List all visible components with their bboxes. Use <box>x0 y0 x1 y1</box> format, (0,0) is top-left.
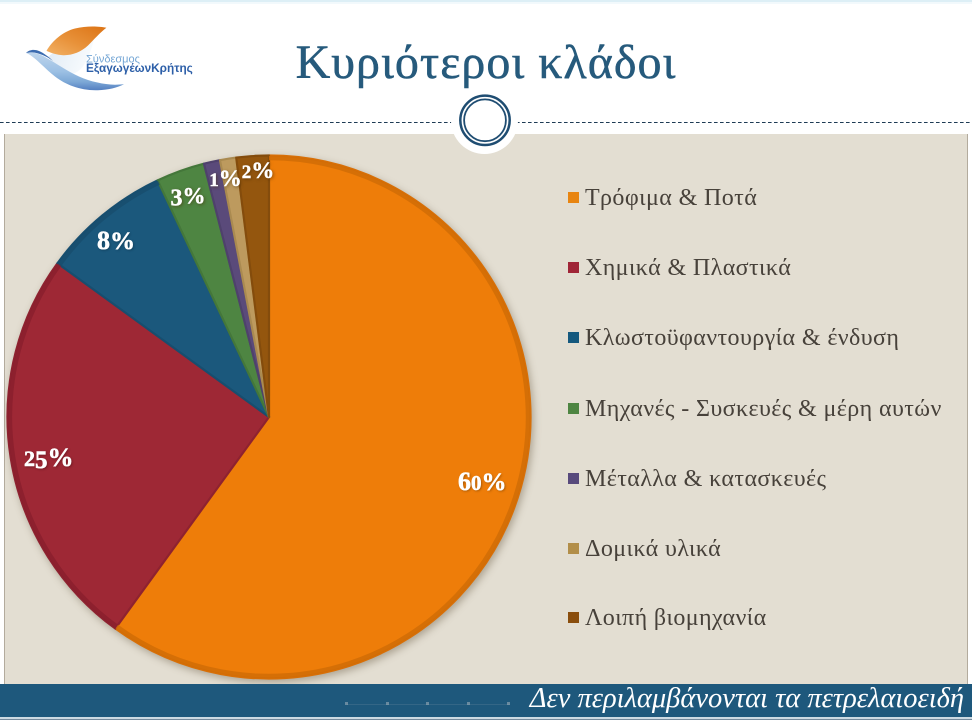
svg-text:ΕξαγωγέωνΚρήτης: ΕξαγωγέωνΚρήτης <box>86 61 193 75</box>
svg-text:Σύνδεσμος: Σύνδεσμος <box>86 54 140 66</box>
svg-text:2%: 2% <box>242 158 275 183</box>
svg-text:3%: 3% <box>171 183 206 211</box>
svg-text:1%: 1% <box>209 166 242 191</box>
